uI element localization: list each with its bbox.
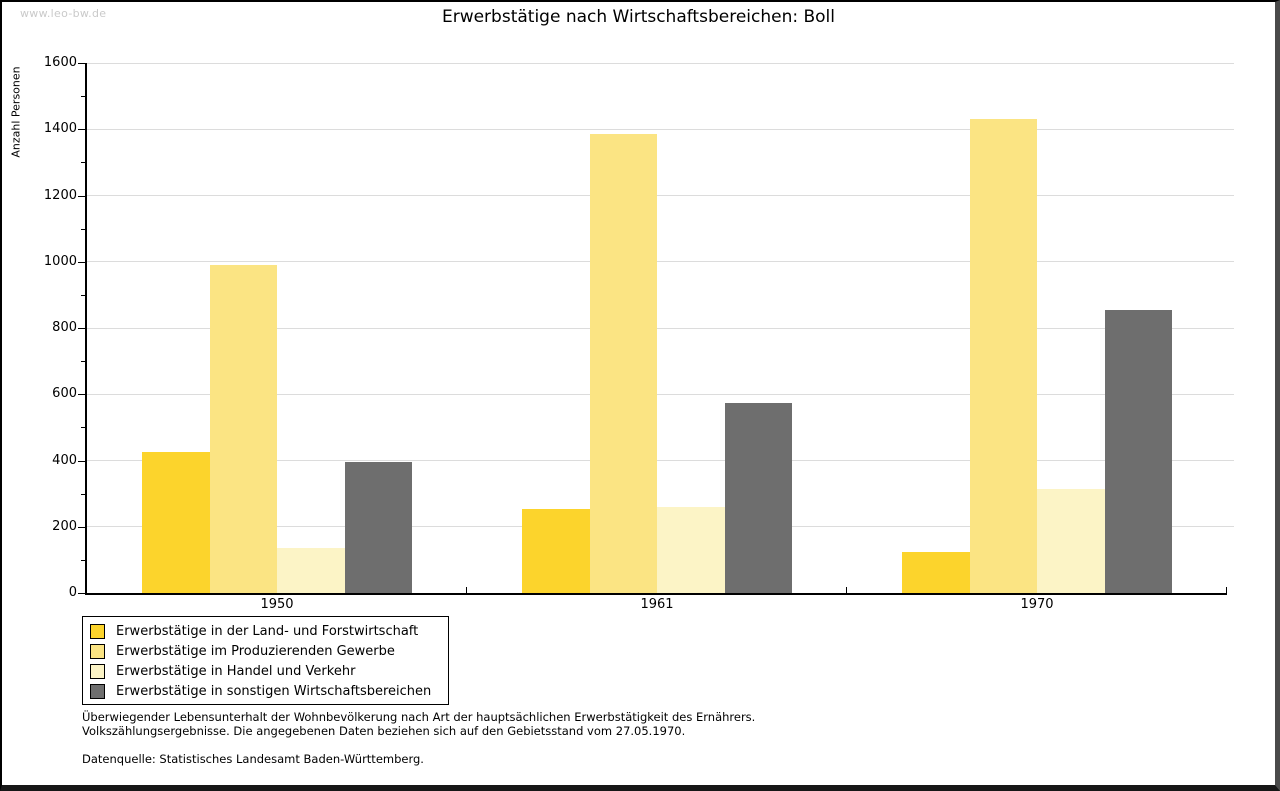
bar-handel-verkehr-1950 [277, 548, 345, 593]
gridline-1200 [87, 195, 1234, 196]
legend-item-sonstige-wirtschaftsbereiche: Erwerbstätige in sonstigen Wirtschaftsbe… [83, 681, 448, 701]
legend-swatch-land-forstwirtschaft [90, 623, 105, 639]
y-minor-tick-700 [81, 361, 85, 363]
bar-produzierendes-gewerbe-1961 [589, 134, 657, 593]
y-tick-800 [78, 328, 85, 329]
bar-land-forstwirtschaft-1961 [522, 508, 590, 593]
y-minor-tick-1100 [81, 228, 85, 230]
y-tick-200 [78, 526, 85, 528]
legend-box: Erwerbstätige in der Land- und Forstwirt… [82, 616, 449, 705]
gridline-600 [87, 393, 1234, 395]
y-minor-tick-300 [81, 493, 85, 495]
y-tick-400 [78, 460, 85, 462]
footnote-line-1: Überwiegender Lebensunterhalt der Wohnbe… [82, 710, 756, 724]
bar-produzierendes-gewerbe-1950 [209, 265, 277, 593]
legend-swatch-sonstige-wirtschaftsbereiche [90, 683, 105, 699]
gridline-1600 [87, 62, 1234, 64]
gridline-1400 [87, 128, 1234, 130]
bar-produzierendes-gewerbe-1970 [969, 119, 1037, 593]
y-minor-tick-1500 [81, 96, 85, 98]
y-tick-label-1000: 1000 [43, 253, 77, 269]
bar-sonstige-wirtschaftsbereiche-1961 [724, 402, 792, 593]
y-axis-title: Anzahl Personen [9, 66, 23, 158]
data-source-note: Datenquelle: Statistisches Landesamt Bad… [82, 752, 424, 766]
bar-sonstige-wirtschaftsbereiche-1970 [1104, 309, 1172, 593]
bar-handel-verkehr-1961 [657, 506, 725, 593]
y-minor-tick-100 [81, 559, 85, 561]
legend-swatch-produzierendes-gewerbe [90, 643, 105, 659]
y-tick-1200 [78, 195, 85, 197]
y-tick-label-800: 800 [52, 320, 77, 335]
x-label-1961: 1961 [640, 597, 674, 612]
y-tick-label-1200: 1200 [43, 187, 77, 203]
y-tick-1600 [78, 63, 85, 64]
gridline-800 [87, 327, 1234, 329]
y-tick-label-600: 600 [52, 386, 77, 402]
legend-label-sonstige-wirtschaftsbereiche: Erwerbstätige in sonstigen Wirtschaftsbe… [116, 683, 432, 699]
x-boundary-tick-2 [846, 587, 847, 593]
y-tick-600 [78, 394, 85, 396]
y-tick-label-400: 400 [52, 452, 77, 468]
legend-item-handel-verkehr: Erwerbstätige in Handel und Verkehr [83, 661, 448, 681]
legend-item-land-forstwirtschaft: Erwerbstätige in der Land- und Forstwirt… [83, 621, 448, 641]
legend-label-produzierendes-gewerbe: Erwerbstätige im Produzierenden Gewerbe [116, 643, 395, 659]
legend-label-land-forstwirtschaft: Erwerbstätige in der Land- und Forstwirt… [116, 623, 419, 639]
gridline-1000 [87, 261, 1234, 263]
legend-label-handel-verkehr: Erwerbstätige in Handel und Verkehr [116, 663, 356, 679]
bar-land-forstwirtschaft-1950 [142, 452, 210, 593]
gridline-400 [87, 460, 1234, 461]
x-label-1950: 1950 [260, 597, 294, 612]
x-boundary-tick-1 [466, 587, 467, 593]
y-tick-label-0: 0 [68, 585, 77, 600]
footnote-line-2: Volkszählungsergebnisse. Die angegebenen… [82, 724, 686, 738]
x-boundary-tick-3 [1226, 587, 1227, 593]
y-tick-label-1600: 1600 [43, 55, 77, 70]
bar-sonstige-wirtschaftsbereiche-1950 [344, 462, 412, 593]
y-tick-label-200: 200 [52, 518, 77, 534]
y-tick-label-1400: 1400 [43, 121, 77, 137]
x-label-1970: 1970 [1020, 597, 1054, 612]
legend-swatch-handel-verkehr [90, 663, 105, 679]
y-tick-0 [78, 593, 85, 594]
legend-item-produzierendes-gewerbe: Erwerbstätige im Produzierenden Gewerbe [83, 641, 448, 661]
y-minor-tick-900 [81, 294, 85, 296]
bar-land-forstwirtschaft-1970 [902, 551, 970, 593]
watermark-text: www.leo-bw.de [20, 7, 107, 20]
y-tick-1000 [78, 261, 85, 263]
y-minor-tick-500 [81, 427, 85, 429]
y-tick-1400 [78, 129, 85, 131]
chart-title: Erwerbstätige nach Wirtschaftsbereichen:… [441, 7, 836, 27]
bar-handel-verkehr-1970 [1037, 488, 1105, 593]
plot-area [85, 62, 1234, 595]
y-minor-tick-1300 [81, 162, 85, 164]
